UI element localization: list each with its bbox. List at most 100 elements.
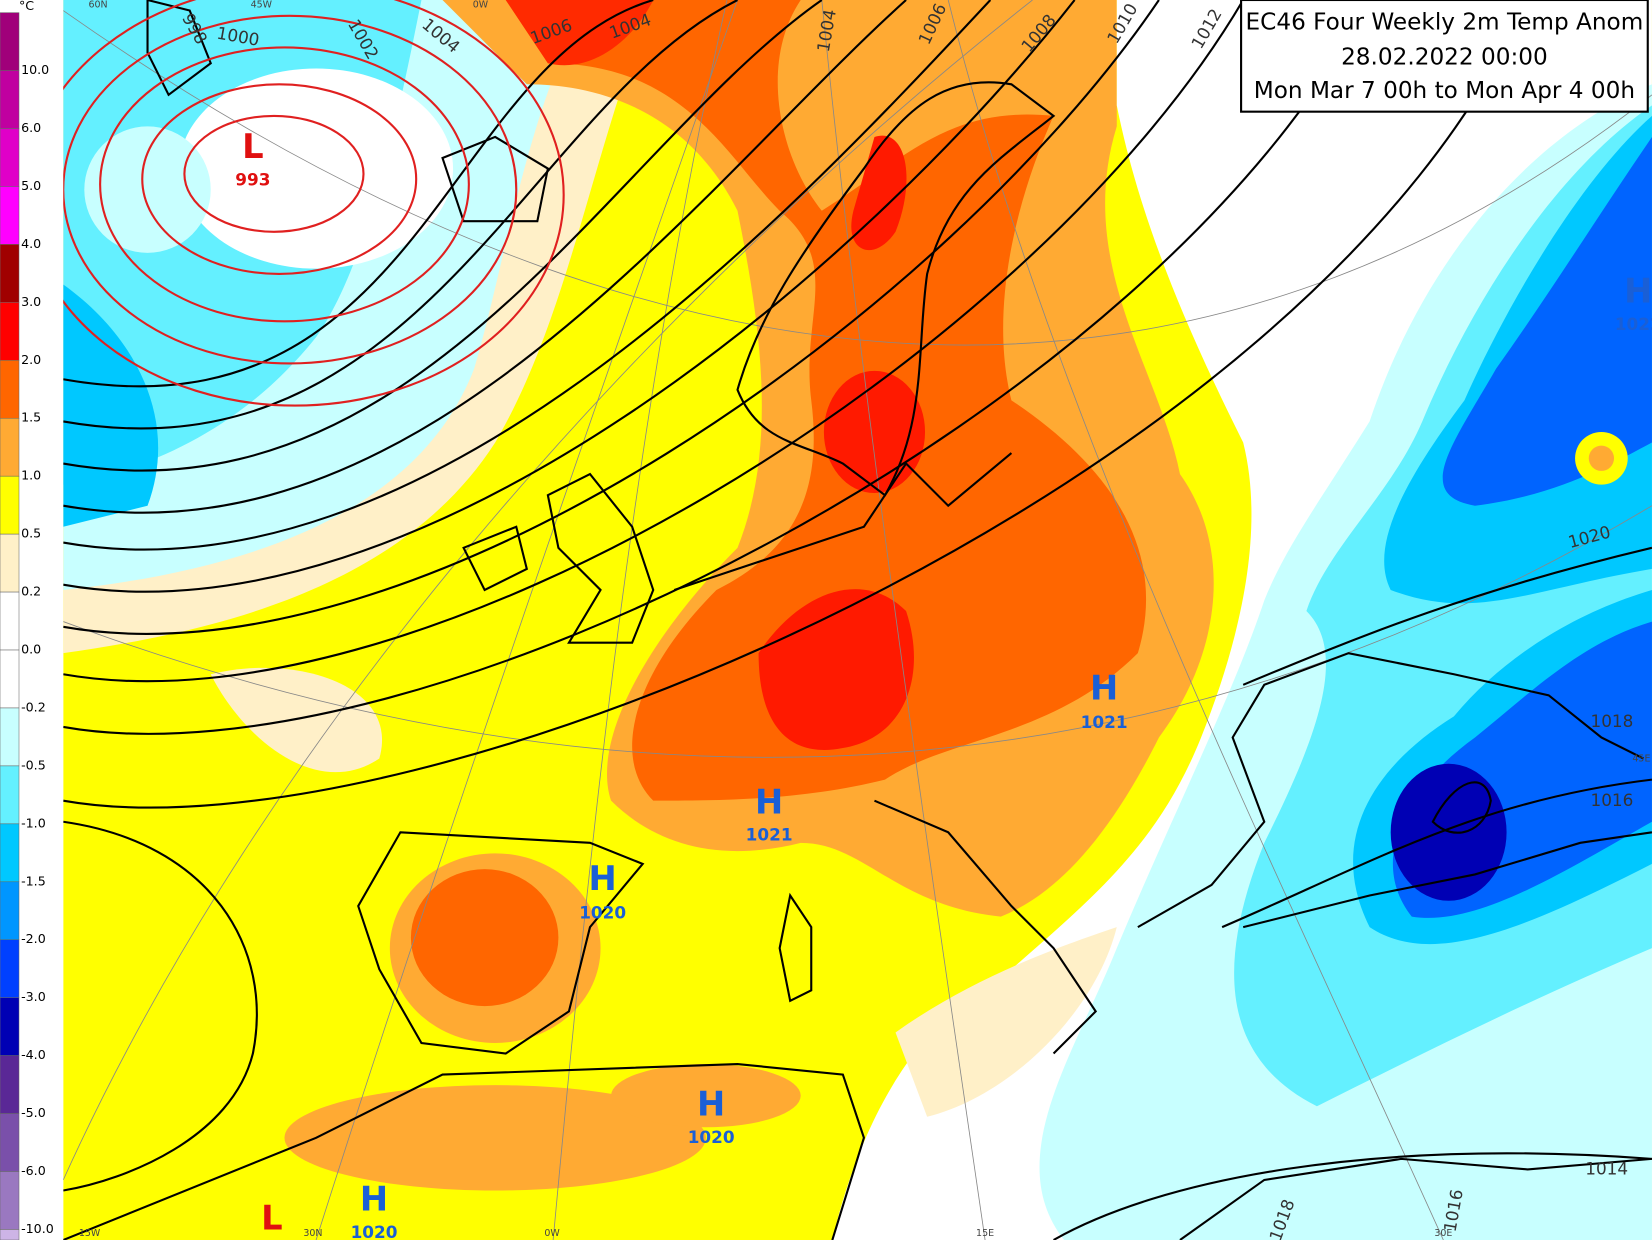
legend-label: -6.0 [21,1163,46,1178]
legend-swatch [0,591,20,651]
legend-label: -0.5 [21,757,46,772]
anomaly-area [758,589,914,750]
pressure-value: 993 [235,169,270,189]
legend-label: 6.0 [21,120,41,135]
legend-swatch [0,417,20,477]
legend-swatch [0,244,20,303]
legend-swatch [0,997,20,1056]
legend-swatch [0,302,20,361]
isobar [1053,1152,1652,1240]
legend-label: 10.0 [21,62,49,77]
pressure-letter: L [261,1198,282,1237]
title-line: Mon Mar 7 00h to Mon Apr 4 00h [1254,77,1635,104]
legend-label: 0.0 [21,642,41,657]
legend-swatch [0,1113,20,1172]
grid-label: 0W [544,1228,560,1239]
pressure-letter: H [1090,669,1118,708]
legend-label: 1.5 [21,410,41,425]
legend-label: 2.0 [21,352,41,367]
legend-swatch [0,1171,20,1230]
anomaly-area [505,0,1147,801]
isobars [63,0,1652,1240]
low-isobars [63,0,565,407]
legend-label: 1.0 [21,468,41,483]
grid-label: 30N [303,1228,322,1239]
legend-label: -2.0 [21,931,46,946]
legend-label: -1.5 [21,873,46,888]
legend-label: -0.2 [21,699,46,714]
pressure-value: 1021 [1081,712,1128,732]
legend-label: 3.0 [21,294,41,309]
legend-label: 5.0 [21,178,41,193]
isobar [1221,778,1652,929]
legend-label: -10.0 [21,1221,54,1236]
legend-label: 4.0 [21,236,41,251]
legend-swatch [0,1055,20,1114]
title-box: EC46 Four Weekly 2m Temp Anom 28.02.2022… [1240,0,1649,113]
legend-swatch [0,707,20,767]
legend-label: -4.0 [21,1047,46,1062]
isobar [63,0,738,430]
title-line: 28.02.2022 00:00 [1341,43,1548,70]
isobar [63,0,907,514]
pressure-letter: H [1624,271,1652,310]
pressure-value: 1020 [351,1222,398,1240]
isobar [63,0,823,472]
pressure-value: 1022 [1615,314,1652,334]
legend-swatch [0,1229,20,1240]
anomaly-area [895,927,1117,1117]
pressure-letter: H [589,859,617,898]
anomaly-area [84,126,211,253]
pressure-value: 1020 [579,903,626,923]
legend-swatch [0,70,20,129]
legend-swatch [0,533,20,593]
pressure-letter: H [755,782,783,821]
isobar [63,820,258,1192]
isobar [1242,546,1652,686]
grid-label: 15E [976,1228,994,1239]
graticule [63,0,1652,1240]
legend-swatch [0,128,20,187]
coastlines [63,0,1652,1240]
isobar [1431,781,1492,834]
legend-unit: °C [19,0,34,13]
isobar [63,0,1160,635]
grid-label: 0W [473,0,489,10]
legend-swatch [0,765,20,825]
legend-swatch [0,12,20,71]
legend-swatch [0,881,20,941]
legend-swatch [0,939,20,998]
legend-label: -1.0 [21,815,46,830]
anomaly-area [1588,445,1615,471]
legend-label: 0.5 [21,526,41,541]
anomaly-area [410,869,559,1007]
grid-label: 45E [1632,754,1650,765]
isobar [63,0,654,388]
legend-swatch [0,360,20,419]
title-frame [1240,0,1649,113]
isobar [63,0,1529,809]
isobar-label: 1018 [1590,711,1633,731]
pressure-letter: H [697,1085,725,1124]
legend-label: 0.2 [21,584,41,599]
grid-label: 45W [251,0,273,10]
pressure-value: 1021 [746,825,793,845]
isobar-label: 1016 [1590,790,1633,810]
pressure-letter: H [360,1180,388,1219]
legend-swatch [0,823,20,883]
pressure-letter: L [242,127,263,166]
color-legend: °C 10.0 6.0 5.0 4.0 3.0 2.0 1.5 1.0 0.5 0.2 0.0 -0.2… [0,0,54,1240]
grid-label: 60N [88,0,107,10]
legend-label: -5.0 [21,1105,46,1120]
legend-swatch [0,186,20,245]
grid-label: 15W [79,1228,101,1239]
legend-label: -3.0 [21,989,46,1004]
anomaly-area [1442,136,1652,506]
isobar [63,0,1371,735]
anomaly-area [611,1064,801,1128]
anomaly-area [284,1085,706,1191]
grid-label: 30E [1434,1228,1452,1239]
isobar-label: 1014 [1585,1159,1628,1179]
